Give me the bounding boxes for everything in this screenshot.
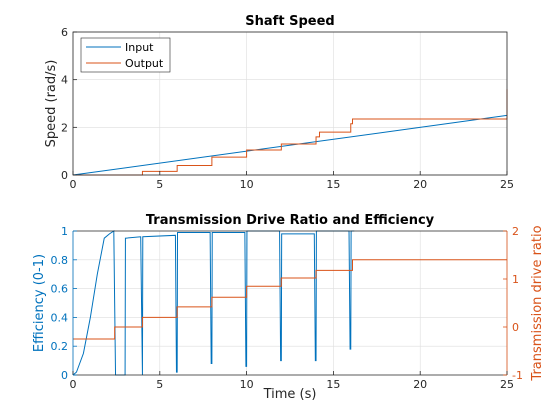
legend-box bbox=[80, 37, 171, 73]
speed-x-tick-label: 10 bbox=[240, 178, 254, 191]
drive-ratio-y-tick-label: 2 bbox=[512, 225, 519, 238]
legend-input-label: Input bbox=[125, 41, 154, 54]
drive-ratio-y-tick-label: -1 bbox=[512, 369, 523, 382]
speed-y-tick-label: 6 bbox=[61, 26, 68, 39]
speed-y-tick-label: 0 bbox=[61, 169, 68, 182]
efficiency-y-tick-label: 0.4 bbox=[51, 311, 69, 324]
speed-x-tick-label: 25 bbox=[500, 178, 514, 191]
efficiency-y-axis-label: Efficiency (0-1) bbox=[32, 254, 47, 352]
efficiency-y-tick-label: 1 bbox=[61, 225, 68, 238]
ratio-ticks: 0 5 10 15 20 25 0 0.2 0.4 0.6 0.8 1 -1 0 1 2 bbox=[51, 225, 523, 391]
ratio-efficiency-axes: 0 5 10 15 20 25 0 0.2 0.4 0.6 0.8 1 -1 0 1 2 Transmissi… bbox=[32, 213, 545, 402]
efficiency-y-tick-label: 0 bbox=[61, 369, 68, 382]
efficiency-y-tick-label: 0.2 bbox=[51, 340, 69, 353]
speed-x-tick-label: 0 bbox=[70, 178, 77, 191]
ratio-x-tick-label: 20 bbox=[413, 378, 427, 391]
speed-x-tick-label: 15 bbox=[326, 178, 340, 191]
speed-series bbox=[72, 89, 508, 176]
ratio-x-tick-label: 10 bbox=[240, 378, 254, 391]
ratio-plot-area bbox=[73, 231, 507, 375]
ratio-chart-title: Transmission Drive Ratio and Efficiency bbox=[146, 213, 435, 228]
ratio-x-tick-label: 15 bbox=[326, 378, 340, 391]
speed-x-tick-label: 20 bbox=[413, 178, 427, 191]
legend-output-label: Output bbox=[125, 57, 164, 70]
ratio-x-tick-label: 0 bbox=[70, 378, 77, 391]
ratio-series bbox=[72, 230, 507, 376]
time-x-axis-label: Time (s) bbox=[263, 387, 317, 402]
drive-ratio-y-tick-label: 0 bbox=[512, 321, 519, 334]
efficiency-y-tick-label: 0.6 bbox=[51, 283, 69, 296]
speed-x-tick-label: 5 bbox=[156, 178, 163, 191]
drive-ratio-series-line bbox=[73, 259, 507, 340]
ratio-x-tick-label: 25 bbox=[500, 378, 514, 391]
speed-legend: Input Output bbox=[80, 37, 171, 73]
speed-series-input-line bbox=[72, 114, 508, 176]
drive-ratio-y-axis-label: Transmission drive ratio bbox=[530, 225, 545, 381]
speed-y-axis-label: Speed (rad/s) bbox=[44, 60, 59, 148]
speed-axes-box bbox=[72, 31, 508, 176]
ratio-x-tick-label: 5 bbox=[156, 378, 163, 391]
speed-ticks: 0 5 10 15 20 25 0 2 4 6 bbox=[61, 26, 514, 191]
efficiency-series-line bbox=[72, 230, 355, 376]
speed-y-tick-label: 4 bbox=[61, 74, 68, 87]
speed-y-tick-label: 2 bbox=[61, 121, 68, 134]
drive-ratio-y-tick-label: 1 bbox=[512, 273, 519, 286]
speed-chart-title: Shaft Speed bbox=[245, 14, 334, 29]
speed-series-output-line bbox=[73, 89, 508, 176]
efficiency-y-tick-label: 0.8 bbox=[51, 254, 69, 267]
speed-axes: 0 5 10 15 20 25 0 2 4 6 Shaft Speed Speed (rad/s)… bbox=[44, 14, 514, 191]
